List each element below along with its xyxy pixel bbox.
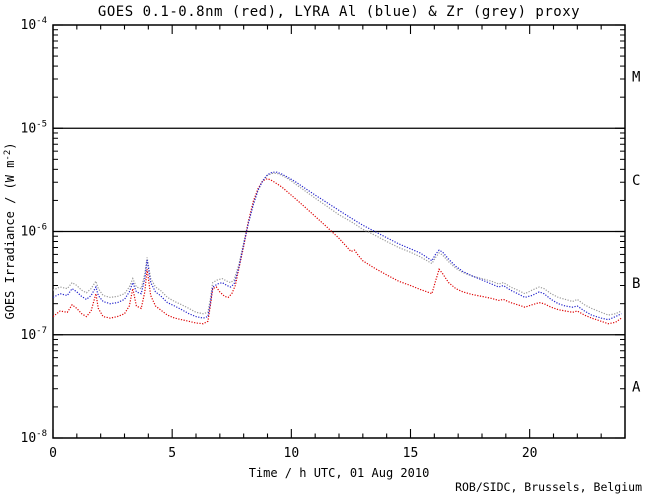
y-axis-title-exponent: -2 (3, 149, 13, 161)
y-axis-title-text: GOES Irradiance / (W m (3, 160, 17, 320)
chart-title: GOES 0.1-0.8nm (red), LYRA Al (blue) & Z… (97, 4, 581, 20)
y-axis-title: GOES Irradiance / (W m-2) (3, 142, 17, 319)
x-tick-label: 15 (403, 446, 419, 461)
plot-frame (52, 24, 626, 439)
y-axis-title-close: ) (3, 142, 17, 150)
flare-class-label-b: B (632, 276, 640, 292)
credit-text: ROB/SIDC, Brussels, Belgium (455, 480, 642, 494)
x-tick-label: 0 (49, 446, 57, 461)
y-tick-label: 10-4 (21, 16, 48, 33)
x-tick-label: 5 (168, 446, 176, 461)
series-lyra-zr-proxy (53, 172, 622, 316)
y-tick-label: 10-7 (21, 326, 48, 343)
series-goes-0-1-0-8nm (53, 177, 622, 325)
y-tick-label: 10-8 (21, 429, 48, 446)
y-tick-label: 10-5 (21, 119, 48, 136)
y-tick-label: 10-6 (21, 223, 48, 240)
x-tick-label: 20 (522, 446, 538, 461)
x-tick-label: 10 (284, 446, 300, 461)
x-axis-title: Time / h UTC, 01 Aug 2010 (248, 466, 430, 480)
flare-class-label-m: M (632, 70, 640, 86)
flare-class-label-c: C (632, 173, 640, 189)
flare-class-label-a: A (632, 379, 641, 395)
series-lyra-al-proxy (53, 171, 622, 321)
